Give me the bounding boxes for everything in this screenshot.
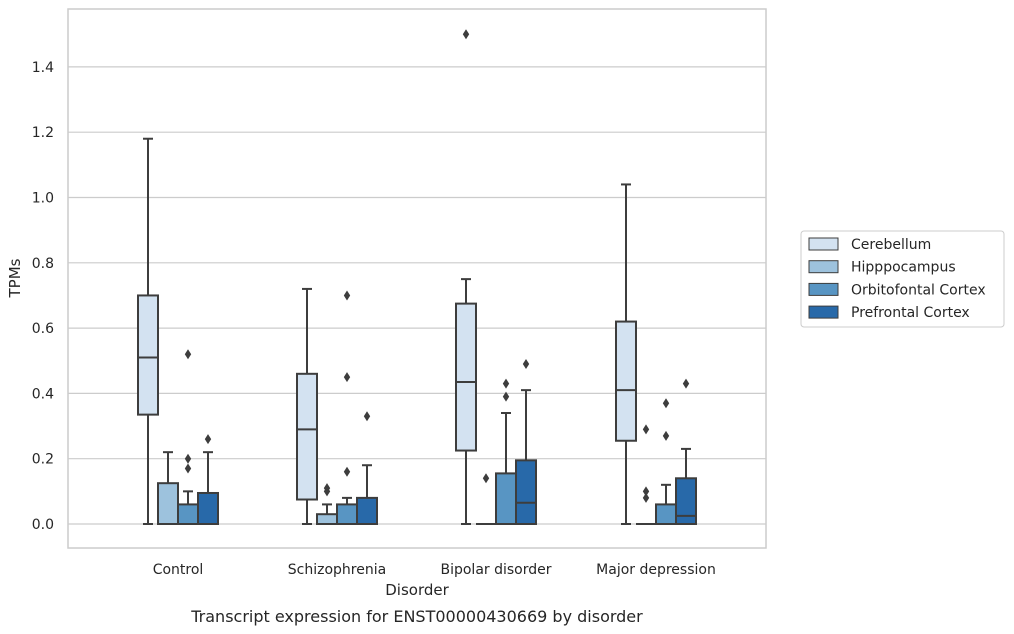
box-element (675, 378, 697, 526)
box-element (177, 349, 199, 526)
outlier-point (502, 378, 510, 389)
box-element (515, 359, 537, 525)
legend-item: Cerebellum (808, 237, 931, 253)
box-element (137, 137, 159, 525)
box-iqr (515, 459, 537, 525)
box-iqr (655, 503, 677, 526)
series-group (137, 29, 637, 525)
box-iqr (356, 496, 378, 526)
box-element (455, 29, 477, 525)
y-tick-label: 0.6 (32, 321, 54, 337)
y-tick-label: 0.8 (32, 256, 54, 272)
x-tick-label: Bipolar disorder (440, 562, 551, 578)
y-tick-label: 0.0 (32, 517, 54, 533)
box-element (636, 424, 656, 525)
box-element (655, 398, 677, 526)
box-iqr (336, 503, 358, 526)
outlier-point (184, 349, 192, 360)
legend-item: Orbitofontal Cortex (808, 282, 986, 298)
outlier-point (502, 391, 510, 402)
box-element (615, 183, 637, 525)
outlier-point (343, 466, 351, 477)
series-group (197, 359, 697, 526)
outlier-point (323, 483, 331, 494)
gridlines (68, 66, 766, 525)
legend: Cerebellum Hipppocampus Orbitofontal Corte… (800, 230, 1005, 328)
outlier-point (184, 453, 192, 464)
legend-label: Orbitofontal Cortex (851, 282, 986, 298)
legend-frame (800, 230, 1005, 328)
x-tick-labels: Control Schizophrenia Bipolar disorder Majo… (153, 562, 716, 578)
outlier-point (343, 290, 351, 301)
y-tick-label: 1.2 (32, 125, 54, 141)
outlier-point (204, 434, 212, 445)
box-iqr (316, 513, 338, 526)
box-iqr (197, 491, 219, 526)
plot-frame (67, 8, 767, 549)
outlier-point (522, 359, 530, 370)
box-series (137, 29, 697, 526)
legend-label: Cerebellum (851, 237, 931, 253)
x-tick-label: Control (153, 562, 204, 578)
outlier-point (363, 411, 371, 422)
y-tick-label: 1.0 (32, 191, 54, 207)
box-iqr (177, 503, 199, 526)
box-element (476, 473, 496, 525)
x-axis-label: Disorder (385, 581, 449, 599)
y-tick-label: 1.4 (32, 60, 54, 76)
box-element (336, 290, 358, 526)
outlier-point (642, 492, 650, 503)
y-tick-label: 0.2 (32, 452, 54, 468)
box-element (296, 287, 318, 525)
legend-items: Cerebellum Hipppocampus Orbitofontal Corte… (808, 237, 986, 321)
plot-background (68, 9, 766, 548)
y-axis-label: TPMs (6, 258, 24, 298)
outlier-point (482, 473, 490, 484)
box-element (356, 411, 378, 526)
legend-swatch (808, 305, 839, 319)
outlier-point (642, 486, 650, 497)
x-tick-label: Schizophrenia (288, 562, 386, 578)
box-iqr (615, 320, 637, 442)
x-tick-label: Major depression (596, 562, 716, 578)
legend-label: Prefrontal Cortex (851, 305, 970, 321)
outlier-point (682, 378, 690, 389)
legend-swatch (808, 237, 839, 251)
outlier-point (662, 398, 670, 409)
box-iqr (157, 482, 179, 525)
box-element (495, 378, 517, 525)
legend-swatch (808, 260, 839, 274)
y-tick-label: 0.4 (32, 386, 54, 402)
legend-item: Prefrontal Cortex (808, 305, 970, 321)
box-iqr (137, 294, 159, 416)
outlier-point (662, 430, 670, 441)
series-group (177, 290, 677, 526)
box-iqr (455, 302, 477, 452)
box-iqr (675, 477, 697, 526)
outlier-point (343, 372, 351, 383)
legend-swatch (808, 282, 839, 296)
outlier-point (642, 424, 650, 435)
outlier-point (184, 463, 192, 474)
legend-label: Hipppocampus (851, 260, 956, 276)
legend-item: Hipppocampus (808, 260, 956, 276)
box-iqr (296, 372, 318, 501)
chart-caption: Transcript expression for ENST0000043066… (190, 607, 643, 626)
outlier-point (462, 29, 470, 40)
box-iqr (495, 472, 517, 525)
box-element (197, 434, 219, 526)
y-tick-labels: 0.0 0.2 0.4 0.6 0.8 1.0 1.2 1.4 (32, 60, 54, 533)
